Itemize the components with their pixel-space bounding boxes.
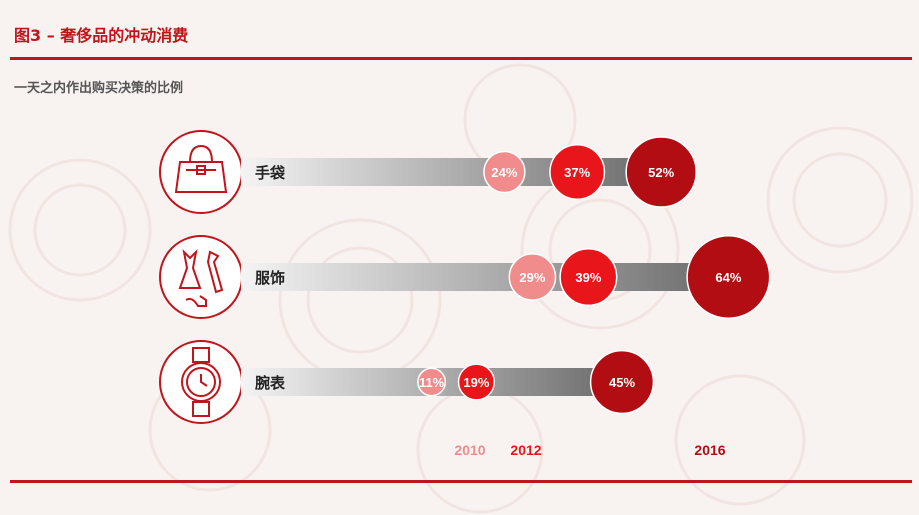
- category-label: 手袋: [255, 164, 286, 182]
- legend-label: 2012: [510, 442, 541, 458]
- data-label: 24%: [491, 165, 517, 180]
- data-label: 19%: [463, 375, 489, 390]
- legend-label: 2010: [454, 442, 485, 458]
- data-label: 52%: [648, 165, 674, 180]
- data-label: 45%: [609, 375, 635, 390]
- data-bubble: [559, 247, 618, 307]
- data-label: 29%: [519, 270, 545, 285]
- data-label: 11%: [419, 375, 445, 390]
- page-title: 图3 – 奢侈品的冲动消费: [14, 26, 189, 45]
- chart-title: 一天之内作出购买决策的比例: [14, 81, 184, 96]
- category-bar: [241, 263, 729, 291]
- data-bubble: [508, 253, 557, 301]
- data-bubble: [417, 367, 447, 397]
- data-bubble: [549, 144, 606, 200]
- header-divider: [10, 57, 912, 60]
- handbag-icon: [159, 130, 243, 214]
- category-label: 服饰: [255, 269, 285, 287]
- watch-icon: [159, 340, 243, 424]
- data-label: 37%: [564, 165, 590, 180]
- footer-divider: [10, 480, 912, 483]
- data-label: 39%: [575, 270, 601, 285]
- data-bubble: [686, 234, 771, 320]
- data-bubble: [625, 136, 697, 208]
- data-label: 64%: [715, 270, 741, 285]
- data-bubble: [589, 349, 655, 415]
- data-bubble: [483, 150, 526, 194]
- data-bubble: [457, 363, 496, 401]
- clothing-icon: [159, 235, 243, 319]
- category-label: 腕表: [255, 374, 286, 392]
- legend-label: 2016: [694, 442, 725, 458]
